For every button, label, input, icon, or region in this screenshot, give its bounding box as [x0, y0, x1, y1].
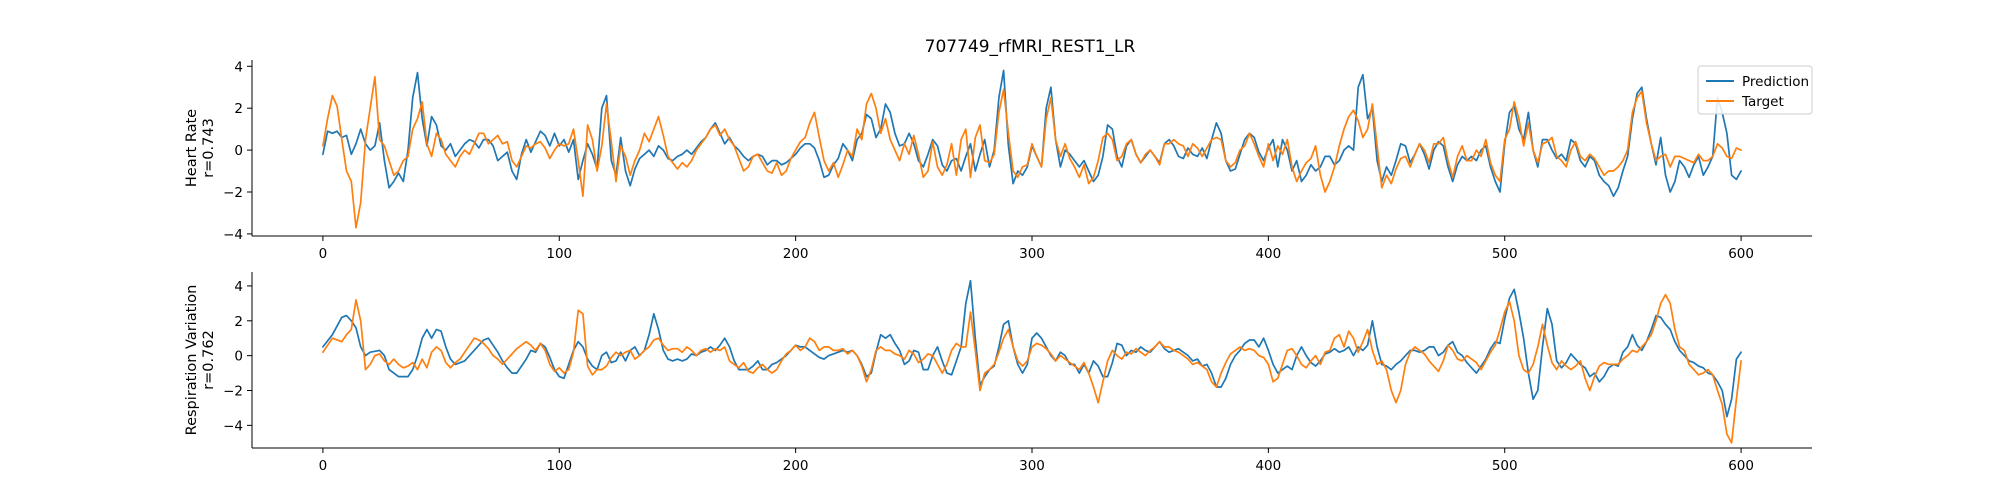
- legend-label-prediction: Prediction: [1742, 74, 1809, 90]
- x-tick-label: 100: [546, 458, 572, 474]
- x-tick-label: 600: [1728, 246, 1754, 262]
- y-tick-label: −2: [223, 383, 243, 399]
- y-tick-label: 4: [234, 59, 243, 75]
- legend-label-target: Target: [1741, 94, 1784, 110]
- y-tick-label: −2: [223, 185, 243, 201]
- x-tick-label: 400: [1255, 246, 1281, 262]
- y-tick-label: 0: [234, 349, 243, 365]
- y-tick-label: 2: [234, 314, 243, 330]
- y-tick-label: 0: [234, 143, 243, 159]
- y-tick-label: 2: [234, 101, 243, 117]
- series-line-target: [322, 75, 1742, 229]
- respiration-variation-panel: 0 100 200 300 400 500 600 −4 −2 0 2 4 Respiration Va…: [184, 272, 1812, 474]
- series-line-prediction: [322, 279, 1742, 418]
- y-tick-label: 4: [234, 279, 243, 295]
- correlation-label: r=0.762: [201, 330, 217, 390]
- x-tick-label: 200: [783, 246, 809, 262]
- heart-rate-panel: 0 100 200 300 400 500 600 −4 −2 0 2 4 Heart Rate r=0.…: [184, 59, 1813, 262]
- correlation-label: r=0.743: [201, 118, 217, 178]
- x-tick-label: 100: [546, 246, 572, 262]
- series-line-prediction: [322, 69, 1742, 198]
- y-tick-label: −4: [223, 418, 243, 434]
- y-axis-label: Heart Rate: [184, 109, 200, 187]
- chart-title: 707749_rfMRI_REST1_LR: [925, 37, 1136, 57]
- x-tick-label: 0: [319, 246, 328, 262]
- legend: Prediction Target: [1697, 65, 1813, 115]
- x-tick-label: 300: [1019, 458, 1045, 474]
- x-tick-label: 400: [1255, 458, 1281, 474]
- x-tick-label: 0: [319, 458, 328, 474]
- y-axis-label: Respiration Variation: [184, 285, 200, 436]
- x-tick-label: 500: [1492, 246, 1518, 262]
- series-line-target: [322, 293, 1742, 444]
- x-tick-label: 300: [1019, 246, 1045, 262]
- x-tick-label: 600: [1728, 458, 1754, 474]
- x-tick-label: 200: [783, 458, 809, 474]
- x-tick-label: 500: [1492, 458, 1518, 474]
- y-tick-label: −4: [223, 227, 243, 243]
